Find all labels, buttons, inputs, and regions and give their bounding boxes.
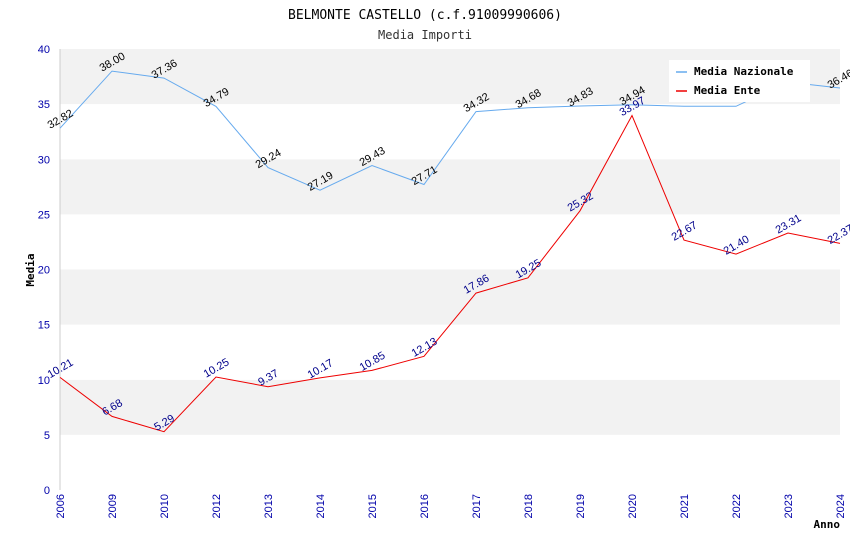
grid-band [60, 159, 840, 215]
grid-band [60, 434, 840, 490]
legend-label-media-nazionale: Media Nazionale [694, 65, 794, 78]
x-axis-label: Anno [814, 518, 841, 531]
y-tick-label: 40 [38, 44, 50, 56]
x-tick-label: 2023 [783, 494, 795, 518]
grid-band [60, 214, 840, 270]
x-tick-label: 2009 [107, 494, 119, 518]
y-tick-label: 5 [44, 430, 50, 442]
y-axis-ticks: 0 5 10 15 20 25 30 35 40 [38, 44, 50, 497]
x-tick-label: 2014 [315, 494, 327, 518]
y-tick-label: 15 [38, 320, 50, 332]
x-tick-label: 2020 [627, 494, 639, 518]
series-group [59, 70, 841, 433]
x-tick-label: 2006 [55, 494, 67, 518]
x-tick-label: 2024 [835, 494, 847, 518]
series-line-media-nazionale [59, 70, 841, 191]
chart-title: BELMONTE CASTELLO (c.f.91009990606) [288, 8, 562, 23]
x-tick-label: 2019 [575, 494, 587, 518]
x-tick-label: 2010 [159, 494, 171, 518]
legend-label-media-ente: Media Ente [694, 84, 761, 97]
x-tick-label: 2016 [419, 494, 431, 518]
chart-subtitle: Media Importi [378, 28, 472, 42]
x-tick-label: 2017 [471, 494, 483, 518]
x-tick-label: 2012 [211, 494, 223, 518]
grid-bands [60, 49, 840, 490]
x-tick-label: 2018 [523, 494, 535, 518]
grid-band [60, 104, 840, 160]
legend-box [669, 60, 810, 102]
x-tick-label: 2021 [679, 494, 691, 518]
x-tick-label: 2013 [263, 494, 275, 518]
y-tick-label: 30 [38, 154, 50, 166]
y-tick-label: 10 [38, 375, 50, 387]
x-tick-label: 2015 [367, 494, 379, 518]
y-tick-label: 20 [38, 265, 50, 277]
legend: Media Nazionale Media Ente [669, 60, 810, 102]
y-tick-label: 35 [38, 99, 50, 111]
grid-band [60, 379, 840, 435]
x-tick-label: 2022 [731, 494, 743, 518]
y-tick-label: 25 [38, 209, 50, 221]
grid-band [60, 269, 840, 325]
y-axis-label: Media [24, 253, 37, 286]
y-tick-label: 0 [44, 485, 50, 497]
series-line-media-ente [59, 114, 841, 433]
grid-band [60, 324, 840, 380]
x-axis-ticks: 2006 2009 2010 2012 2013 2014 2015 2016 2017 2018… [55, 494, 847, 518]
